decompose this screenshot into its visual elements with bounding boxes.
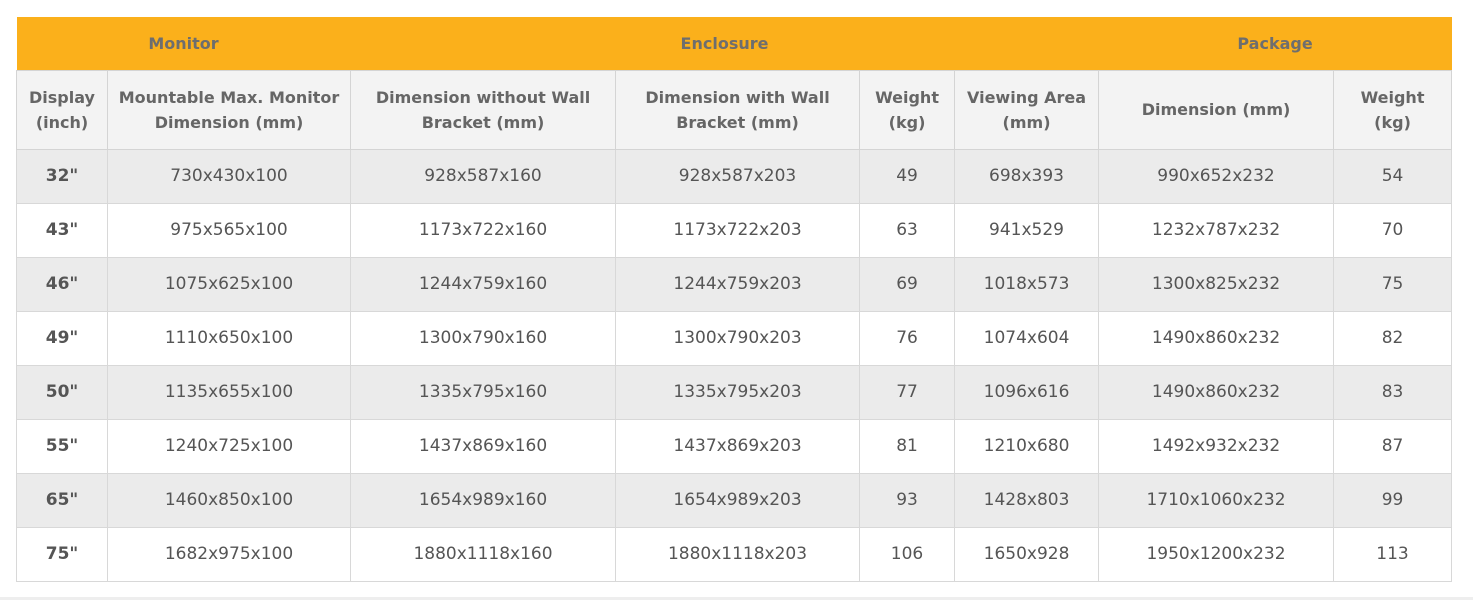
spec-table: Monitor Enclosure Package Display (inch)… <box>16 17 1453 582</box>
table-cell: 1654x989x160 <box>350 472 617 528</box>
table-cell: 1335x795x203 <box>615 364 861 420</box>
table-cell: 1437x869x203 <box>615 418 861 474</box>
column-header: Mountable Max. Monitor Dimension (mm) <box>106 69 352 150</box>
table-cell: 49 <box>859 148 956 204</box>
table-cell: 1682x975x100 <box>106 526 352 582</box>
table-cell: 975x565x100 <box>106 202 352 258</box>
table-row: 65" 1460x850x100 1654x989x160 1654x989x203 9… <box>16 472 1453 528</box>
table-cell: 1335x795x160 <box>350 364 617 420</box>
table-cell: 1710x1060x232 <box>1098 472 1335 528</box>
table-cell: 1880x1118x203 <box>615 526 861 582</box>
display-size-cell: 49" <box>16 310 108 366</box>
table-cell: 63 <box>859 202 956 258</box>
table-cell: 76 <box>859 310 956 366</box>
table-cell: 1110x650x100 <box>106 310 352 366</box>
display-size-cell: 46" <box>16 256 108 312</box>
table-cell: 93 <box>859 472 956 528</box>
column-header: Weight (kg) <box>1333 69 1453 150</box>
table-cell: 54 <box>1333 148 1453 204</box>
table-cell: 81 <box>859 418 956 474</box>
header-row: Display (inch) Mountable Max. Monitor Dim… <box>16 69 1453 150</box>
table-cell: 1300x790x203 <box>615 310 861 366</box>
column-header: Weight (kg) <box>859 69 956 150</box>
table-cell: 1096x616 <box>954 364 1100 420</box>
column-header: Dimension (mm) <box>1098 69 1335 150</box>
column-header: Display (inch) <box>16 69 108 150</box>
column-header: Dimension with Wall Bracket (mm) <box>615 69 861 150</box>
table-cell: 928x587x203 <box>615 148 861 204</box>
table-cell: 69 <box>859 256 956 312</box>
group-header: Package <box>1098 17 1452 70</box>
table-row: 49" 1110x650x100 1300x790x160 1300x790x203 7… <box>16 310 1453 366</box>
spec-table-wrap: Monitor Enclosure Package Display (inch)… <box>16 17 1453 582</box>
display-size-cell: 43" <box>16 202 108 258</box>
table-cell: 1074x604 <box>954 310 1100 366</box>
table-row: 55" 1240x725x100 1437x869x160 1437x869x203 8… <box>16 418 1453 474</box>
table-cell: 730x430x100 <box>106 148 352 204</box>
table-cell: 99 <box>1333 472 1453 528</box>
table-row: 32" 730x430x100 928x587x160 928x587x203 49 69… <box>16 148 1453 204</box>
table-cell: 1210x680 <box>954 418 1100 474</box>
table-cell: 1244x759x203 <box>615 256 861 312</box>
table-cell: 75 <box>1333 256 1453 312</box>
table-cell: 1173x722x160 <box>350 202 617 258</box>
table-cell: 698x393 <box>954 148 1100 204</box>
table-cell: 1950x1200x232 <box>1098 526 1335 582</box>
display-size-cell: 65" <box>16 472 108 528</box>
table-cell: 1490x860x232 <box>1098 364 1335 420</box>
table-cell: 1173x722x203 <box>615 202 861 258</box>
group-row: Monitor Enclosure Package <box>16 17 1452 70</box>
column-header: Dimension without Wall Bracket (mm) <box>350 69 617 150</box>
table-cell: 1244x759x160 <box>350 256 617 312</box>
table-cell: 1492x932x232 <box>1098 418 1335 474</box>
table-cell: 1232x787x232 <box>1098 202 1335 258</box>
table-cell: 1490x860x232 <box>1098 310 1335 366</box>
table-cell: 1135x655x100 <box>106 364 352 420</box>
table-row: 46" 1075x625x100 1244x759x160 1244x759x203 6… <box>16 256 1453 312</box>
table-cell: 1428x803 <box>954 472 1100 528</box>
display-size-cell: 75" <box>16 526 108 582</box>
table-cell: 1300x825x232 <box>1098 256 1335 312</box>
display-size-cell: 32" <box>16 148 108 204</box>
table-cell: 1460x850x100 <box>106 472 352 528</box>
table-cell: 990x652x232 <box>1098 148 1335 204</box>
table-cell: 941x529 <box>954 202 1100 258</box>
group-header: Enclosure <box>350 17 1099 70</box>
table-cell: 106 <box>859 526 956 582</box>
table-cell: 82 <box>1333 310 1453 366</box>
table-cell: 1650x928 <box>954 526 1100 582</box>
table-cell: 1075x625x100 <box>106 256 352 312</box>
table-row: 75" 1682x975x100 1880x1118x160 1880x1118x20… <box>16 526 1453 582</box>
table-cell: 928x587x160 <box>350 148 617 204</box>
table-cell: 1018x573 <box>954 256 1100 312</box>
group-header: Monitor <box>16 17 351 70</box>
footer-band <box>0 597 1473 600</box>
table-body: 32" 730x430x100 928x587x160 928x587x203 49 69… <box>16 148 1453 582</box>
table-row: 43" 975x565x100 1173x722x160 1173x722x203 63… <box>16 202 1453 258</box>
column-header: Viewing Area (mm) <box>954 69 1100 150</box>
table-cell: 1880x1118x160 <box>350 526 617 582</box>
table-cell: 77 <box>859 364 956 420</box>
display-size-cell: 55" <box>16 418 108 474</box>
table-cell: 70 <box>1333 202 1453 258</box>
table-cell: 87 <box>1333 418 1453 474</box>
table-row: 50" 1135x655x100 1335x795x160 1335x795x203 7… <box>16 364 1453 420</box>
table-cell: 1300x790x160 <box>350 310 617 366</box>
table-cell: 1240x725x100 <box>106 418 352 474</box>
table-cell: 83 <box>1333 364 1453 420</box>
table-cell: 113 <box>1333 526 1453 582</box>
display-size-cell: 50" <box>16 364 108 420</box>
table-cell: 1654x989x203 <box>615 472 861 528</box>
table-cell: 1437x869x160 <box>350 418 617 474</box>
